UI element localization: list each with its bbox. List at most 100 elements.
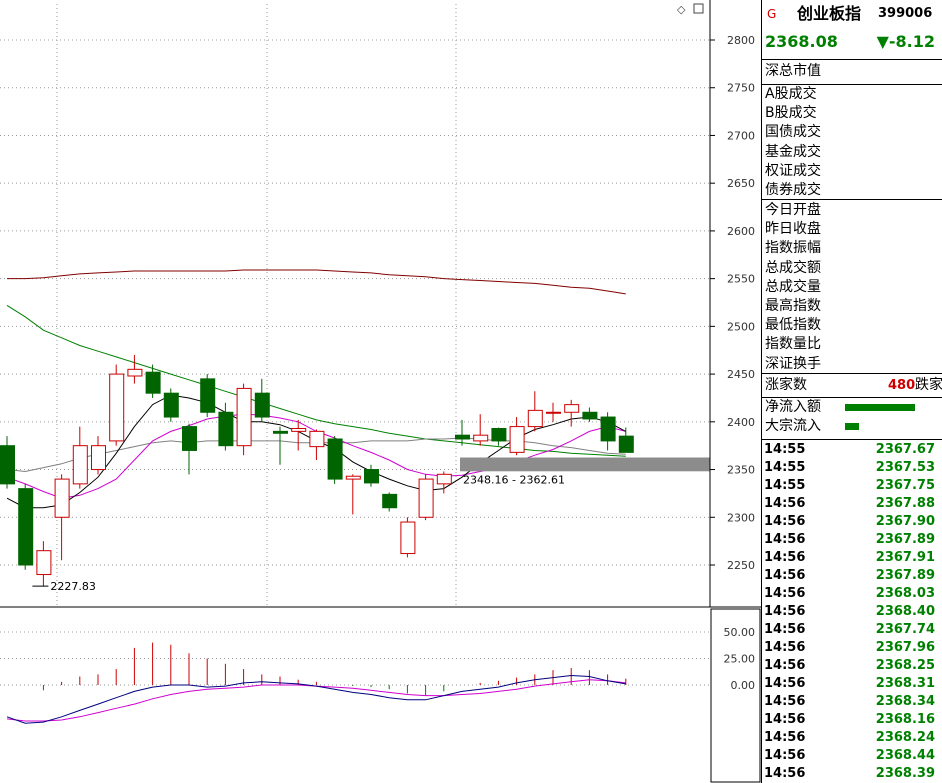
candle — [491, 427, 507, 446]
candle-body — [236, 387, 252, 447]
quote-panel: G 创业板指 399006 2368.08 ▼-8.12 深总市值 A股成交 B股… — [761, 0, 942, 783]
tick-time: 14:56 — [764, 730, 806, 745]
tick-price: 2367.96 — [875, 640, 935, 655]
moving-averages — [6, 269, 627, 509]
candle-body — [72, 445, 88, 485]
candle-body — [145, 371, 161, 394]
tick-time: 14:56 — [764, 748, 806, 763]
candle-body — [491, 428, 507, 442]
tick-price: 2368.24 — [875, 730, 935, 745]
sub-axis-box — [710, 608, 761, 783]
candle — [200, 374, 216, 418]
candle — [455, 419, 470, 446]
tick-price: 2368.44 — [875, 748, 935, 763]
y-tick-label: 2700 — [727, 129, 755, 142]
candle — [600, 412, 616, 451]
y-tick-label: 2450 — [727, 368, 755, 381]
tick-row: 14:56 2368.03 — [762, 585, 942, 603]
price-grid — [0, 4, 710, 607]
candle — [182, 423, 197, 475]
candle — [273, 426, 288, 465]
tick-price: 2367.90 — [875, 514, 935, 529]
tick-price: 2367.53 — [875, 460, 935, 475]
candle-body — [364, 469, 379, 484]
candle — [546, 402, 561, 422]
chart-frame — [0, 0, 761, 783]
candle — [291, 419, 307, 451]
tick-row: 14:55 2367.75 — [762, 477, 942, 495]
tick-price: 2367.89 — [875, 532, 935, 547]
y-tick-label: 2550 — [727, 273, 755, 286]
tick-row: 14:56 2367.74 — [762, 621, 942, 639]
candle-body — [546, 411, 561, 414]
stat-label-1: 昨日收盘 — [765, 221, 821, 238]
y-tick-label: 2800 — [727, 34, 755, 47]
candle-body — [455, 434, 470, 440]
tick-time: 14:56 — [764, 712, 806, 727]
tick-row: 14:56 2368.16 — [762, 711, 942, 729]
candle — [18, 483, 34, 570]
candle — [218, 402, 234, 451]
candle — [0, 436, 15, 489]
candle-body — [600, 416, 616, 442]
candle — [400, 517, 416, 558]
candles[interactable] — [0, 355, 634, 587]
tick-time: 14:56 — [764, 568, 806, 583]
candle-body — [200, 378, 216, 413]
y-tick-label: 2400 — [727, 416, 755, 429]
candle — [582, 407, 598, 422]
candle — [254, 378, 270, 422]
low-marker-label: 2227.83 — [50, 580, 96, 593]
ma-120-line — [7, 269, 626, 295]
tick-row: 14:56 2367.90 — [762, 513, 942, 531]
band-label: 2348.16 - 2362.61 — [463, 473, 565, 486]
tick-row: 14:55 2367.53 — [762, 459, 942, 477]
tick-time: 14:56 — [764, 676, 806, 691]
candle-body — [254, 392, 270, 418]
candle-body — [473, 434, 489, 442]
tick-price: 2368.25 — [875, 658, 935, 673]
tick-row: 14:56 2367.89 — [762, 567, 942, 585]
y-tick-label: 2350 — [727, 464, 755, 477]
candle — [109, 364, 125, 446]
tick-time: 14:56 — [764, 640, 806, 655]
maximize-icon[interactable] — [693, 3, 704, 14]
tick-time: 14:56 — [764, 514, 806, 529]
tick-row: 14:56 2367.91 — [762, 549, 942, 567]
tick-row: 14:56 2368.40 — [762, 603, 942, 621]
stat-label-7: 指数量比 — [765, 336, 821, 353]
candle — [54, 474, 70, 561]
band-rect — [460, 457, 710, 472]
y-tick-label: 2750 — [727, 82, 755, 95]
dif-line — [6, 674, 626, 724]
candle-body — [109, 373, 125, 442]
stat-label-8: 深证换手 — [765, 355, 821, 372]
tick-price: 2367.75 — [875, 478, 935, 493]
candle-body — [0, 445, 15, 485]
tick-row: 14:56 2367.88 — [762, 495, 942, 513]
candle-body — [582, 411, 598, 420]
candle — [509, 417, 525, 456]
candle — [436, 471, 452, 494]
flow-label-1: 大宗流入 — [765, 418, 821, 434]
candle-body — [291, 428, 307, 432]
stat-label-2: 指数振幅 — [765, 240, 821, 257]
tick-time: 14:56 — [764, 622, 806, 637]
candle — [91, 436, 106, 475]
volume-type-label-4: 权证成交 — [765, 162, 821, 179]
candle — [36, 541, 52, 586]
price-axis: 2250 2300 2350 2400 2450 2500 2550 2600 2650 2700… — [710, 34, 755, 572]
tick-time: 14:55 — [764, 442, 806, 457]
flow-label-0: 净流入额 — [765, 399, 821, 415]
stat-label-6: 最低指数 — [765, 317, 821, 334]
y-tick-label: 2300 — [727, 511, 755, 524]
candle-body — [54, 478, 70, 518]
volume-type-label-2: 国债成交 — [765, 124, 821, 141]
tick-row: 14:56 2368.34 — [762, 693, 942, 711]
kline-chart[interactable]: 2250 2300 2350 2400 2450 2500 2550 2600 2650 2700… — [0, 0, 761, 783]
candle-body — [273, 430, 288, 434]
diamond-icon[interactable]: ◇ — [677, 3, 686, 16]
tick-row: 14:56 2368.39 — [762, 765, 942, 783]
candle-body — [36, 550, 52, 576]
candle-body — [163, 392, 179, 418]
